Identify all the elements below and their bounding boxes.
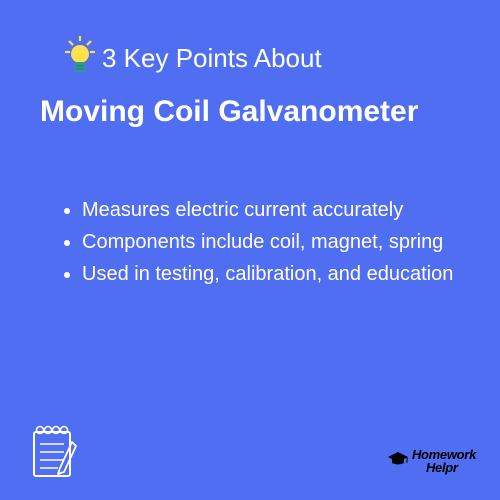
- list-item: Used in testing, calibration, and educat…: [82, 259, 454, 289]
- brand-text: Homework Helpr: [412, 449, 476, 474]
- lightbulb-icon: [64, 36, 96, 81]
- key-points-list: Measures electric current accurately Com…: [82, 195, 464, 289]
- main-title: Moving Coil Galvanometer: [40, 95, 464, 129]
- list-item: Components include coil, magnet, spring: [82, 227, 454, 257]
- header-row: 3 Key Points About: [64, 36, 464, 81]
- list-item: Measures electric current accurately: [82, 195, 454, 225]
- subtitle-text: 3 Key Points About: [102, 43, 322, 74]
- info-card: 3 Key Points About Moving Coil Galvanome…: [0, 0, 500, 500]
- brand-logo: Homework Helpr: [387, 449, 476, 474]
- graduation-cap-icon: [387, 451, 409, 472]
- brand-line2: Helpr: [426, 462, 476, 474]
